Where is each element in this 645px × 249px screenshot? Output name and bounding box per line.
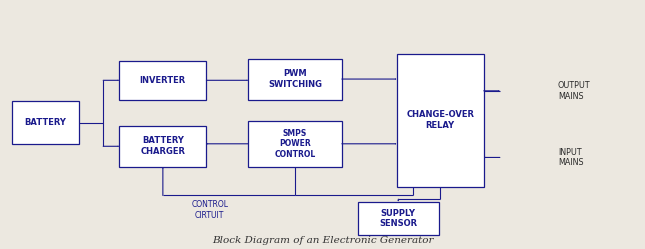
FancyBboxPatch shape — [12, 101, 79, 144]
FancyBboxPatch shape — [119, 126, 206, 167]
FancyBboxPatch shape — [358, 202, 439, 235]
Text: BATTERY
CHARGER: BATTERY CHARGER — [141, 136, 185, 156]
Text: OUTPUT
MAINS: OUTPUT MAINS — [558, 81, 591, 101]
Text: PWM
SWITCHING: PWM SWITCHING — [268, 69, 322, 89]
Text: INPUT
MAINS: INPUT MAINS — [558, 148, 584, 167]
FancyBboxPatch shape — [248, 59, 342, 100]
Text: CHANGE-OVER
RELAY: CHANGE-OVER RELAY — [406, 110, 474, 130]
Text: INVERTER: INVERTER — [140, 76, 186, 85]
FancyBboxPatch shape — [119, 61, 206, 100]
FancyBboxPatch shape — [397, 54, 484, 187]
Text: SMPS
POWER
CONTROL: SMPS POWER CONTROL — [275, 128, 315, 159]
Text: BATTERY: BATTERY — [25, 118, 66, 127]
Text: Block Diagram of an Electronic Generator: Block Diagram of an Electronic Generator — [212, 236, 433, 245]
Text: SUPPLY
SENSOR: SUPPLY SENSOR — [379, 209, 417, 228]
FancyBboxPatch shape — [248, 121, 342, 167]
Text: CONTROL
CIRTUIT: CONTROL CIRTUIT — [191, 200, 228, 220]
